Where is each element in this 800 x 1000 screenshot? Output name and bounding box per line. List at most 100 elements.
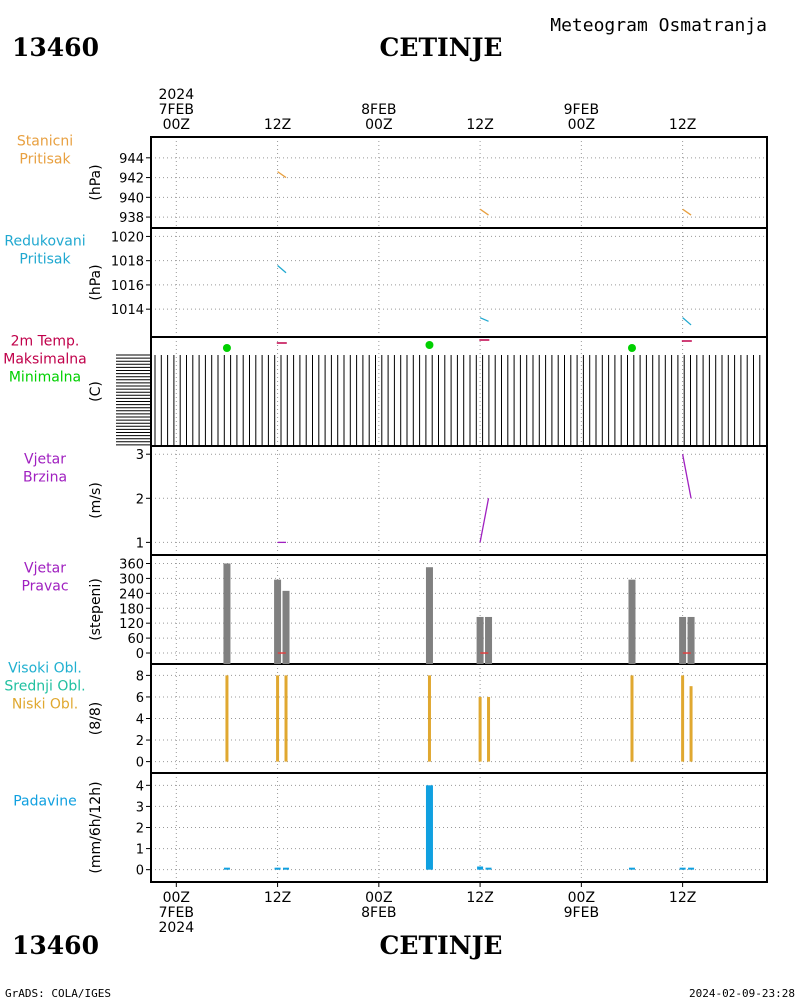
series-line — [479, 498, 490, 543]
station-id-top: 13460 — [12, 33, 99, 62]
precip-bar — [425, 785, 433, 870]
series-line — [277, 265, 287, 274]
panel-label: Maksimalna — [3, 352, 87, 368]
precip-bar — [628, 867, 635, 870]
y-tick-label: 0 — [136, 647, 144, 662]
precip-bar — [477, 866, 484, 870]
panel-unit: (m/s) — [88, 482, 104, 519]
time-label-bottom: 00Z — [365, 890, 392, 906]
cloud-bar — [689, 686, 693, 762]
y-tick-label: 4 — [136, 713, 144, 728]
series-line — [682, 208, 692, 216]
cloud-bar — [427, 675, 431, 762]
footer-timestamp: 2024-02-09-23:28 — [689, 987, 795, 1000]
y-tick-label: 2 — [136, 734, 144, 749]
direction-bar — [687, 616, 695, 664]
panel-label: Visoki Obl. — [8, 661, 82, 677]
time-label-top: 2024 — [158, 87, 194, 103]
panel-label: 2m Temp. — [11, 334, 80, 350]
time-label-bottom: 12Z — [466, 890, 493, 906]
y-tick-label: 2 — [136, 822, 144, 837]
y-tick-label: 3 — [136, 800, 144, 815]
panel-unit: (hPa) — [88, 264, 104, 300]
direction-bar — [485, 616, 493, 664]
panel-label: Niski Obl. — [12, 697, 78, 713]
panel-frame — [150, 136, 768, 229]
y-tick-label: 8 — [136, 669, 144, 684]
cloud-bar — [225, 675, 229, 762]
header-footer: 13460 CETINJE Meteogram Osmatranja 13460… — [5, 15, 795, 1000]
direction-bar — [628, 579, 636, 664]
precip-bar — [283, 867, 290, 870]
precip-bar — [274, 867, 281, 870]
cloud-bar — [681, 675, 685, 762]
time-label-top: 00Z — [163, 117, 190, 133]
series-line — [681, 454, 692, 499]
panel-label: Pritisak — [19, 152, 71, 168]
y-tick-label: 6 — [136, 691, 144, 706]
min-temp-point — [425, 341, 434, 349]
time-label-top: 7FEB — [159, 102, 194, 118]
panel-label: Redukovani — [4, 234, 85, 250]
station-name-bottom: CETINJE — [380, 931, 503, 960]
panel-frame — [150, 445, 768, 556]
y-tick-label: 3 — [136, 448, 144, 463]
y-tick-label: 240 — [119, 587, 144, 602]
y-tick-label: 360 — [119, 557, 144, 572]
plot-area: 938940942944StanicniPritisak(hPa)1014101… — [3, 87, 768, 936]
panel-label: Vjetar — [24, 452, 66, 468]
panel-unit: (C) — [88, 381, 104, 402]
time-label-bottom: 12Z — [669, 890, 696, 906]
direction-bar — [274, 579, 282, 664]
station-id-bottom: 13460 — [12, 931, 99, 960]
panel-frame — [150, 554, 768, 665]
panel-label: Brzina — [23, 470, 67, 486]
y-tick-label: 1016 — [111, 279, 144, 294]
time-label-top: 9FEB — [564, 102, 599, 118]
y-tick-label: 1018 — [111, 255, 144, 270]
panel-label: Minimalna — [9, 370, 81, 386]
y-tick-label: 1 — [136, 843, 144, 858]
precip-bar — [223, 867, 230, 870]
y-tick-label: 938 — [119, 211, 144, 226]
panel-label: Vjetar — [24, 561, 66, 577]
direction-bar — [425, 567, 433, 664]
y-tick-label: 0 — [136, 756, 144, 771]
panel-label: Pritisak — [19, 252, 71, 268]
y-tick-label: 942 — [119, 172, 144, 187]
footer-source: GrADS: COLA/IGES — [5, 987, 111, 1000]
time-label-top: 00Z — [568, 117, 595, 133]
y-tick-label: 1 — [136, 536, 144, 551]
direction-bar — [223, 563, 231, 664]
panel-unit: (stepeni) — [88, 578, 104, 641]
time-label-bottom: 9FEB — [564, 905, 599, 921]
meteogram-title: Meteogram Osmatranja — [550, 15, 767, 36]
series-line — [682, 317, 692, 326]
direction-bar — [679, 616, 687, 664]
cloud-bar — [478, 696, 482, 762]
y-tick-label: 60 — [127, 632, 144, 647]
panel-frame — [150, 772, 768, 883]
y-tick-label: 944 — [119, 152, 144, 167]
precip-bar — [688, 867, 695, 870]
y-tick-label: 2 — [136, 492, 144, 507]
series-line — [479, 317, 489, 322]
y-tick-label: 1020 — [111, 230, 144, 245]
time-label-top: 12Z — [466, 117, 493, 133]
direction-bar — [282, 590, 290, 664]
time-label-top: 8FEB — [361, 102, 396, 118]
time-label-top: 00Z — [365, 117, 392, 133]
series-line — [479, 208, 489, 216]
panel-label: Srednji Obl. — [4, 679, 85, 695]
cloud-bar — [276, 675, 280, 762]
time-label-bottom: 00Z — [163, 890, 190, 906]
precip-bar — [485, 867, 492, 870]
min-temp-point — [627, 344, 636, 352]
time-label-bottom: 8FEB — [361, 905, 396, 921]
time-label-bottom: 2024 — [158, 920, 194, 936]
time-label-bottom: 00Z — [568, 890, 595, 906]
y-tick-label: 0 — [136, 864, 144, 879]
time-label-top: 12Z — [669, 117, 696, 133]
cloud-bar — [284, 675, 288, 762]
